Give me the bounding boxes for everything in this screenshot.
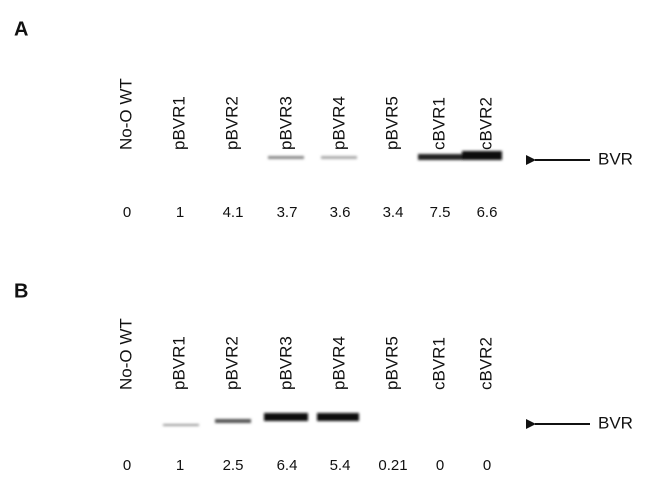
lane-label: cBVR1	[429, 97, 448, 150]
lane-value: 6.4	[277, 457, 298, 474]
lane-label: pBVR2	[222, 96, 241, 150]
lane-label: cBVR2	[476, 97, 495, 150]
band	[215, 419, 251, 423]
lane-label: pBVR1	[169, 96, 188, 150]
lane-value: 6.6	[477, 204, 498, 221]
lane-value: 3.7	[277, 204, 298, 221]
lane-value: 0	[123, 204, 131, 221]
lane-label: pBVR5	[382, 336, 401, 390]
background	[0, 0, 649, 479]
panel-label: B	[14, 280, 28, 302]
lane-value: 3.6	[330, 204, 351, 221]
lane-value: 0	[483, 457, 491, 474]
band	[418, 154, 464, 160]
lane-label: pBVR4	[329, 96, 348, 150]
band	[462, 151, 502, 160]
lane-value: 1	[176, 204, 184, 221]
lane-value: 1	[176, 457, 184, 474]
lane-value: 0.21	[378, 457, 407, 474]
band	[321, 156, 357, 159]
lane-label: pBVR3	[276, 96, 295, 150]
lane-label: pBVR1	[169, 336, 188, 390]
lane-value: 2.5	[223, 457, 244, 474]
panel-label: A	[14, 18, 28, 40]
western-blot-figure: A No-O WT pBVR1 pBVR2 pBVR3 pBVR4 pBVR5 cBVR1 cB…	[0, 0, 649, 479]
lane-label: No-O WT	[116, 318, 135, 390]
lane-label: pBVR5	[382, 96, 401, 150]
band	[317, 413, 359, 421]
marker-label: BVR	[598, 149, 633, 168]
lane-value: 4.1	[223, 204, 244, 221]
band	[264, 413, 308, 421]
lane-label: pBVR4	[329, 336, 348, 390]
lane-value: 5.4	[330, 457, 351, 474]
lane-value: 3.4	[383, 204, 404, 221]
lane-value: 7.5	[430, 204, 451, 221]
lane-label: pBVR3	[276, 336, 295, 390]
lane-value: 0	[436, 457, 444, 474]
lane-label: cBVR2	[476, 337, 495, 390]
lane-value: 0	[123, 457, 131, 474]
band	[163, 424, 199, 426]
marker-label: BVR	[598, 413, 633, 432]
lane-label: cBVR1	[429, 337, 448, 390]
band	[268, 156, 304, 159]
lane-label: pBVR2	[222, 336, 241, 390]
lane-label: No-O WT	[116, 78, 135, 150]
